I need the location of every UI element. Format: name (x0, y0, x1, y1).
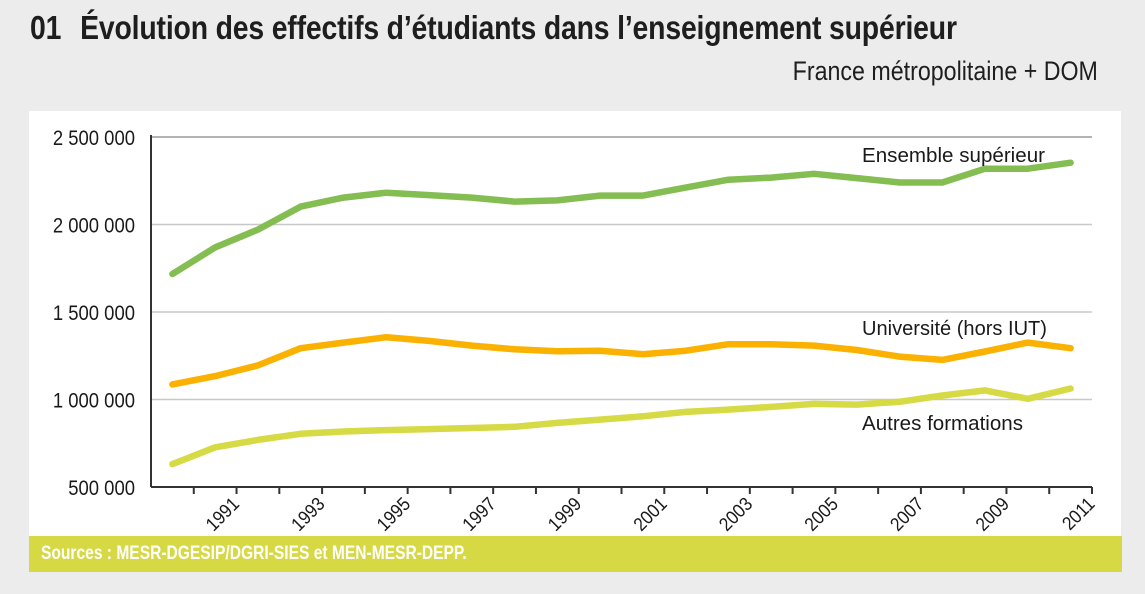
x-tick-label: 1997 (458, 493, 500, 535)
source-bar: Sources : MESR-DGESIP/DGRI-SIES et MEN-M… (29, 536, 1122, 572)
series-label-autres: Autres formations (862, 413, 1023, 435)
x-tick-label: 2001 (629, 493, 671, 535)
y-tick-label: 500 000 (68, 477, 135, 500)
series-lines (169, 159, 1074, 468)
x-tick-label: 2007 (886, 493, 928, 535)
x-tick-label: 1995 (373, 493, 415, 535)
x-tick-label: 2009 (971, 493, 1013, 535)
chart-title: 01 Évolution des effectifs d’étudiants da… (30, 9, 957, 47)
series-label-universite: Université (hors IUT) (862, 318, 1047, 340)
x-tick-label: 2011 (1058, 493, 1099, 534)
series-line-autres (169, 385, 1074, 468)
x-tick-label: 1999 (544, 493, 586, 535)
y-tick-label: 2 000 000 (53, 214, 135, 237)
series-labels: Ensemble supérieur Université (hors IUT)… (862, 145, 1047, 435)
y-tick-label: 1 000 000 (53, 389, 135, 412)
figure-number: 01 (30, 9, 62, 46)
series-line-universite (169, 333, 1074, 388)
x-axis-labels: 1991 1993 1995 1997 1999 2001 2003 2005 2007 2009… (202, 493, 1099, 535)
title-text: Évolution des effectifs d’étudiants dans… (80, 9, 957, 46)
y-tick-label: 2 500 000 (53, 127, 135, 150)
series-label-ensemble: Ensemble supérieur (862, 145, 1045, 167)
source-text: Sources : MESR-DGESIP/DGRI-SIES et MEN-M… (41, 543, 467, 564)
x-axis-ticks (192, 487, 1093, 494)
x-tick-label: 2003 (715, 493, 757, 535)
x-tick-label: 2005 (800, 493, 842, 535)
y-axis-labels: 500 000 1 000 000 1 500 000 2 000 000 2 500 … (53, 127, 135, 500)
chart-subtitle: France métropolitaine + DOM (792, 56, 1098, 86)
y-tick-label: 1 500 000 (53, 302, 135, 325)
series-line-ensemble (169, 159, 1074, 278)
x-tick-label: 1993 (287, 493, 329, 535)
x-tick-label: 1991 (202, 493, 244, 535)
